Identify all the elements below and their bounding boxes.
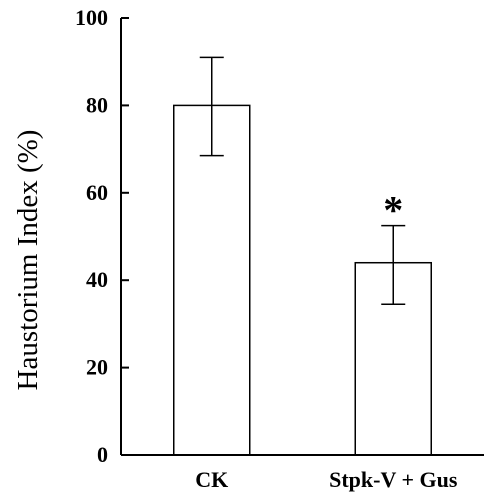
- y-axis-ticks: 0 20 40 60 80 100: [75, 5, 129, 467]
- y-tick-label: 80: [86, 92, 108, 117]
- significance-marker: *: [383, 188, 403, 233]
- y-axis-title: Haustorium Index (%): [12, 130, 44, 391]
- x-category-label: Stpk-V + Gus: [329, 467, 458, 492]
- x-axis-labels: CK Stpk-V + Gus: [195, 467, 458, 492]
- y-tick-label: 40: [86, 267, 108, 292]
- x-category-label: CK: [195, 467, 228, 492]
- y-tick-label: 60: [86, 180, 108, 205]
- y-tick-label: 20: [86, 355, 108, 380]
- plot-area: *: [173, 56, 432, 456]
- y-tick-label: 0: [97, 442, 108, 467]
- y-tick-label: 100: [75, 5, 108, 30]
- bar: [173, 104, 251, 456]
